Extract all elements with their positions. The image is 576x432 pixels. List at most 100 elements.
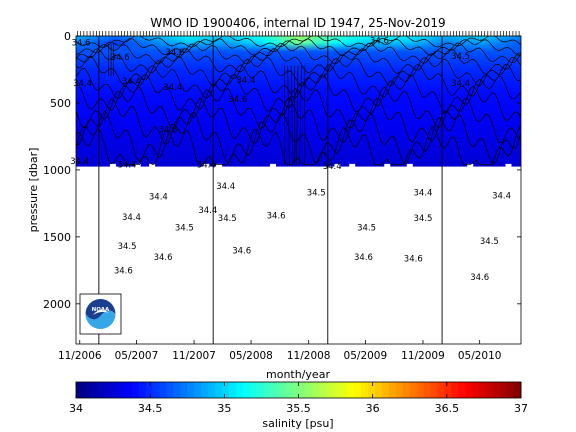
colorbar-cell — [249, 382, 258, 398]
salinity-column — [217, 36, 223, 167]
colorbar-cell — [208, 382, 216, 398]
y-tick-label: 0 — [64, 30, 71, 43]
contour-line — [76, 85, 521, 130]
colorbar-cell — [187, 382, 195, 398]
year-lines-layer — [98, 36, 443, 344]
colorbar-cell — [409, 382, 418, 398]
salinity-column — [152, 36, 158, 167]
salinity-column — [282, 36, 287, 167]
salinity-column — [294, 36, 300, 167]
salinity-column — [387, 36, 393, 167]
chart-title: WMO ID 1900406, internal ID 1947, 25-Nov… — [150, 16, 445, 30]
x-tick-label: 05/2007 — [115, 350, 159, 362]
colorbar-cell — [96, 382, 105, 398]
colorbar-cell — [326, 382, 334, 398]
salinity-column — [209, 36, 215, 167]
colorbar-tick-label: 36 — [366, 402, 380, 415]
salinity-column — [371, 36, 376, 167]
deep-value-label: 34.5 — [357, 223, 376, 233]
colorbar-cell — [291, 382, 299, 398]
salinity-column — [472, 36, 478, 167]
salinity-column — [476, 36, 482, 167]
colorbar-cell — [423, 382, 432, 398]
salinity-column — [241, 36, 247, 167]
contour-line — [76, 42, 521, 65]
colorbar-cell — [416, 382, 425, 398]
contour-label: 34.6 — [370, 37, 389, 47]
salinity-column — [245, 36, 251, 167]
colorbar-cell — [89, 382, 98, 398]
salinity-column — [468, 36, 474, 167]
x-tick-label: 11/2009 — [401, 350, 445, 362]
salinity-column — [148, 36, 154, 167]
colorbar-cell — [82, 382, 91, 398]
plot-area: 34.6 34.6 34.4 34.4 34.6 34.4 34.6 34.4 34.6 34.6… — [43, 30, 522, 362]
colorbar-cell — [117, 382, 126, 398]
colorbar-cell — [152, 382, 160, 398]
profile-dip — [203, 163, 210, 168]
salinity-column — [516, 36, 521, 167]
contour-line — [296, 65, 299, 165]
contour-lines-layer — [76, 36, 521, 165]
salinity-column — [359, 36, 364, 167]
salinity-column — [399, 36, 405, 167]
salinity-column — [237, 36, 243, 167]
noaa-logo-bird — [93, 309, 109, 315]
colorbar-cell — [312, 382, 320, 398]
salinity-column — [500, 36, 506, 167]
contour-line — [304, 65, 306, 165]
salinity-column — [432, 36, 437, 167]
y-tick-label: 2000 — [43, 298, 71, 311]
colorbar-cell — [103, 382, 112, 398]
salinity-column — [322, 36, 328, 167]
colorbar-tick-label: 34.5 — [138, 402, 163, 415]
colorbar-cell — [228, 382, 237, 398]
salinity-column — [112, 36, 118, 167]
profile-dip — [109, 163, 116, 168]
deep-value-label: 34.4 — [198, 206, 217, 216]
salinity-column — [197, 36, 203, 167]
salinity-column — [347, 36, 352, 167]
colorbar-cell — [354, 382, 362, 398]
colorbar-cell — [500, 382, 508, 398]
x-tick-label: 11/2007 — [172, 350, 216, 362]
salinity-column — [403, 36, 409, 167]
colorbar-cell — [458, 382, 466, 398]
colorbar-tick-label: 35.5 — [286, 402, 311, 415]
salinity-column — [100, 36, 105, 167]
deep-value-label: 34.4 — [414, 189, 433, 199]
contour-label: 34.6 — [72, 39, 91, 49]
contour-line — [76, 37, 521, 56]
colorbar-cell — [235, 382, 244, 398]
colorbar-cell — [333, 382, 341, 398]
colorbar-cell — [340, 382, 348, 398]
deep-value-label: 34.6 — [267, 211, 286, 221]
colorbar-cell — [305, 382, 313, 398]
contour-line — [76, 110, 521, 165]
deep-value-label: 34.4 — [149, 193, 168, 203]
colorbar-cell — [381, 382, 390, 398]
contour-line — [299, 65, 302, 165]
salinity-column — [262, 36, 267, 167]
colorbar-tick-label: 35 — [217, 402, 231, 415]
salinity-column — [460, 36, 465, 167]
colorbar-cell — [180, 382, 188, 398]
profile-dip — [505, 163, 512, 168]
colorbar-cell — [110, 382, 119, 398]
colorbar-cell — [138, 382, 147, 398]
colorbar-cell — [201, 382, 209, 398]
salinity-column — [193, 36, 198, 167]
salinity-column — [140, 36, 146, 167]
salinity-column — [278, 36, 283, 167]
salinity-column — [415, 36, 421, 167]
colorbar-cell — [479, 382, 487, 398]
salinity-column — [120, 36, 126, 167]
deep-value-label: 34.6 — [154, 253, 173, 263]
colorbar-cell — [277, 382, 286, 398]
colorbar-gradient — [76, 382, 522, 398]
deep-value-label: 34.4 — [492, 191, 511, 201]
noaa-logo-top — [85, 299, 116, 320]
salinity-column — [221, 36, 227, 167]
profile-time-ticks — [77, 31, 520, 36]
